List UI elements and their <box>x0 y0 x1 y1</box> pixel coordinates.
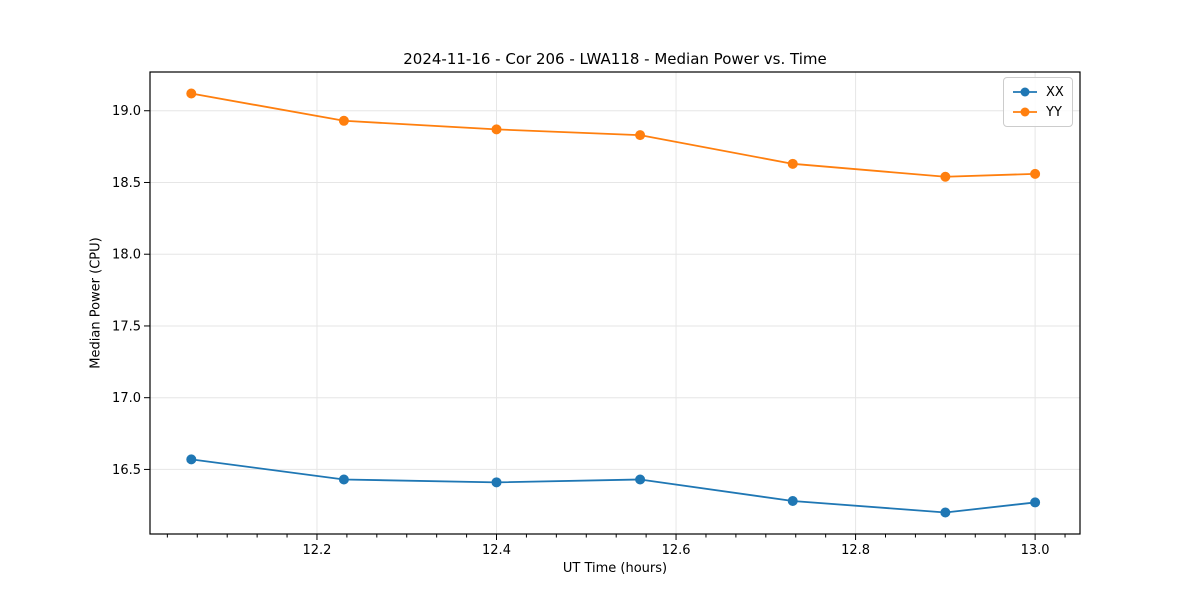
y-tick-label: 17.0 <box>112 391 141 406</box>
data-point-marker <box>338 115 349 126</box>
x-tick-label: 13.0 <box>1021 543 1050 558</box>
plot-border <box>149 71 1081 535</box>
series-yy <box>186 88 1041 182</box>
legend: XX YY <box>1003 77 1073 127</box>
data-point-marker <box>940 507 951 518</box>
legend-label-xx: XX <box>1046 84 1064 100</box>
x-tick-label: 12.4 <box>482 543 511 558</box>
data-point-marker <box>940 171 951 182</box>
gridlines <box>150 72 1080 534</box>
y-axis-label: Median Power (CPU) <box>88 237 104 369</box>
legend-item-yy: YY <box>1011 103 1064 121</box>
line-marker-icon <box>1013 107 1037 117</box>
series-xx <box>186 454 1041 518</box>
series-line <box>191 458 1036 514</box>
data-point-marker <box>635 130 646 141</box>
legend-label-yy: YY <box>1046 104 1062 120</box>
data-point-marker <box>635 474 646 485</box>
chart-title: 2024-11-16 - Cor 206 - LWA118 - Median P… <box>403 50 827 68</box>
data-point-marker <box>491 477 502 488</box>
y-tick-label: 17.5 <box>112 319 141 334</box>
legend-item-xx: XX <box>1011 83 1064 101</box>
data-point-marker <box>186 454 197 465</box>
y-tick-label: 18.0 <box>112 248 141 263</box>
data-point-marker <box>1030 497 1041 508</box>
data-point-marker <box>1030 168 1041 179</box>
data-point-marker <box>186 88 197 99</box>
x-tick-label: 12.2 <box>302 543 331 558</box>
ticks <box>144 110 1066 540</box>
x-tick-label: 12.8 <box>841 543 870 558</box>
data-point-marker <box>491 124 502 135</box>
x-tick-label: 12.6 <box>662 543 691 558</box>
series-line <box>191 92 1036 178</box>
data-point-marker <box>787 496 798 506</box>
y-tick-label: 16.5 <box>112 463 141 478</box>
line-marker-icon <box>1013 87 1037 97</box>
data-point-marker <box>787 158 798 169</box>
y-tick-label: 18.5 <box>112 176 141 191</box>
y-tick-label: 19.0 <box>112 104 141 119</box>
data-point-marker <box>338 474 349 485</box>
x-axis-label: UT Time (hours) <box>562 561 668 576</box>
tick-labels: 12.2 12.4 12.6 12.8 13.0 16.5 17.0 17.5 18.0 18.5… <box>112 104 1050 558</box>
